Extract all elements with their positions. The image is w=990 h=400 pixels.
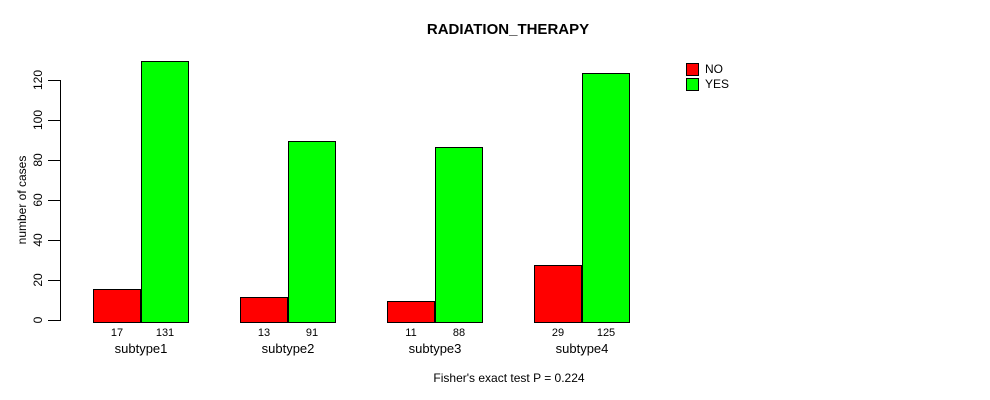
- bar-value-label: 125: [596, 327, 616, 339]
- y-axis-tick: [48, 240, 60, 241]
- legend: NO YES: [686, 62, 729, 92]
- y-axis-tick-label: 60: [31, 193, 45, 207]
- bar-yes-subtype2: [288, 141, 336, 323]
- bar-no-subtype1: [93, 289, 141, 323]
- y-axis-tick: [48, 160, 60, 161]
- bar-value-label: 91: [305, 327, 319, 339]
- y-axis-tick: [48, 320, 60, 321]
- y-axis-tick-label: 120: [31, 69, 45, 91]
- fisher-test-annotation: Fisher's exact test P = 0.224: [433, 371, 585, 385]
- y-axis-tick-label: 0: [31, 316, 45, 324]
- y-axis-tick-label: 20: [31, 273, 45, 287]
- legend-swatch-no-icon: [686, 63, 699, 76]
- x-axis-category-label: subtype3: [408, 341, 462, 356]
- legend-label-yes: YES: [705, 77, 730, 91]
- y-axis-line: [60, 80, 61, 321]
- bar-no-subtype4: [534, 265, 582, 323]
- y-axis-tick: [48, 80, 60, 81]
- bar-yes-subtype3: [435, 147, 483, 323]
- bar-yes-subtype1: [141, 61, 189, 323]
- y-axis-tick-label: 100: [31, 109, 45, 131]
- bar-value-label: 131: [155, 327, 175, 339]
- legend-item-no: NO: [686, 62, 729, 77]
- y-axis-tick: [48, 120, 60, 121]
- bar-value-label: 11: [405, 327, 417, 339]
- bar-value-label: 13: [257, 327, 271, 339]
- x-axis-category-label: subtype4: [555, 341, 609, 356]
- y-axis-tick-label: 40: [31, 233, 45, 247]
- bar-value-label: 17: [110, 327, 124, 339]
- y-axis-tick-label: 80: [31, 153, 45, 167]
- y-axis-tick: [48, 280, 60, 281]
- chart-title: RADIATION_THERAPY: [426, 21, 590, 38]
- legend-item-yes: YES: [686, 77, 729, 92]
- x-axis-category-label: subtype1: [114, 341, 168, 356]
- y-axis-tick: [48, 200, 60, 201]
- x-axis-category-label: subtype2: [261, 341, 315, 356]
- bar-value-label: 88: [452, 327, 466, 339]
- legend-label-no: NO: [705, 62, 723, 76]
- bar-value-label: 29: [551, 327, 565, 339]
- bar-no-subtype2: [240, 297, 288, 323]
- bar-no-subtype3: [387, 301, 435, 323]
- bar-yes-subtype4: [582, 73, 630, 323]
- legend-swatch-yes-icon: [686, 78, 699, 91]
